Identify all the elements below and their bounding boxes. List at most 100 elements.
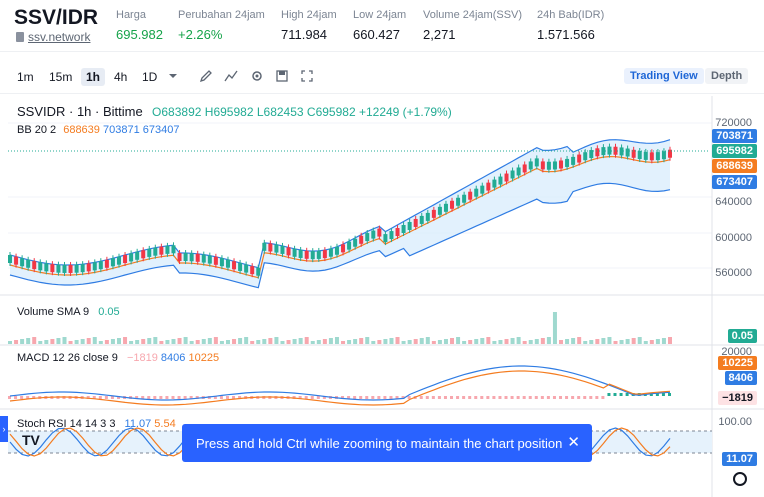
- macd-line: [9, 365, 671, 401]
- candle-body: [510, 170, 515, 179]
- macd-hist-bar: [189, 396, 193, 399]
- macd-hist-bar: [395, 396, 399, 399]
- candle-body: [571, 156, 576, 165]
- candle-body: [141, 250, 146, 259]
- candle-body: [153, 247, 158, 256]
- volume-bar: [74, 340, 79, 344]
- macd-hist-bar: [661, 393, 665, 396]
- fullscreen-icon[interactable]: [300, 69, 314, 83]
- volume-bar: [213, 337, 218, 344]
- macd-hist-bar: [195, 396, 199, 399]
- candle-body: [425, 212, 430, 221]
- timeframe-1h[interactable]: 1h: [81, 68, 106, 86]
- volume-bar: [522, 341, 527, 344]
- volume-bar: [286, 340, 291, 344]
- pair-title: SSV/IDR: [14, 6, 99, 29]
- candle-body: [274, 244, 279, 253]
- volume-bar: [14, 340, 19, 344]
- macd-signal-badge: 10225: [718, 356, 757, 370]
- volume-bar: [371, 341, 376, 344]
- volume-bar: [62, 337, 67, 344]
- volume-bar: [238, 338, 243, 344]
- candle-body: [286, 247, 291, 256]
- candle-body: [480, 185, 485, 194]
- candle-body: [110, 258, 115, 267]
- volume-bar: [195, 340, 200, 344]
- macd-hist-bar: [450, 396, 454, 399]
- timeframe-1d[interactable]: 1D: [142, 70, 158, 84]
- macd-hist-bar: [135, 396, 139, 399]
- candle-body: [20, 258, 25, 267]
- volume-bar: [565, 339, 570, 344]
- volume-bar: [347, 340, 352, 344]
- macd-hist-bar: [371, 396, 375, 399]
- macd-hist-bar: [165, 396, 169, 399]
- macd-hist-bar: [359, 396, 363, 399]
- macd-hist-bar: [625, 393, 629, 396]
- volume-bar: [201, 339, 206, 344]
- volume-bar: [559, 340, 564, 344]
- macd-hist-bar: [522, 396, 526, 399]
- candle-body: [504, 173, 509, 182]
- timeframe-15m[interactable]: 15m: [49, 70, 73, 84]
- depth-button[interactable]: Depth: [705, 68, 749, 84]
- volume-bar: [407, 340, 412, 344]
- candle-body: [395, 228, 400, 237]
- macd-hist-bar: [462, 396, 466, 399]
- gear-icon[interactable]: [250, 69, 264, 83]
- candle-body: [540, 161, 545, 170]
- volume-bar: [50, 339, 55, 344]
- macd-hist-bar: [116, 396, 120, 399]
- macd-hist-bar: [510, 396, 514, 399]
- stat-value: 1.571.566: [537, 27, 595, 42]
- macd-hist-bar: [171, 396, 175, 399]
- macd-hist-bar: [534, 396, 538, 399]
- draw-pencil-icon[interactable]: [199, 69, 213, 83]
- collapse-handle[interactable]: ›: [0, 416, 8, 442]
- stoch-k-value: 11.07: [124, 418, 152, 430]
- site-link[interactable]: ssv.network: [16, 30, 90, 44]
- candle-body: [238, 262, 243, 271]
- save-icon[interactable]: [275, 69, 289, 83]
- bb-upper-badge: 703871: [712, 129, 757, 143]
- volume-bar: [32, 337, 37, 344]
- candle-body: [468, 191, 473, 200]
- macd-hist-bar: [456, 396, 460, 399]
- candle-body: [607, 146, 612, 155]
- close-icon[interactable]: ✕: [567, 434, 580, 451]
- trading-view-button[interactable]: Trading View: [624, 68, 704, 84]
- volume-bar: [80, 339, 85, 344]
- volume-bar: [607, 337, 612, 344]
- volume-bar: [577, 337, 582, 344]
- settings-icon[interactable]: [733, 472, 747, 486]
- candle-body: [643, 151, 648, 160]
- timeframe-4h[interactable]: 4h: [114, 70, 128, 84]
- candle-body: [316, 250, 321, 259]
- bb-upper-value: 703871: [102, 124, 140, 136]
- candle-body: [177, 253, 182, 262]
- high-value: H695982: [204, 105, 254, 119]
- macd-hist-bar: [219, 396, 223, 399]
- volume-bar: [655, 339, 660, 344]
- stoch-badge: 11.07: [722, 452, 757, 466]
- macd-hist-bar: [401, 396, 405, 399]
- timeframe-1m[interactable]: 1m: [17, 70, 34, 84]
- volume-bar: [116, 338, 121, 344]
- candle-body: [353, 238, 358, 247]
- volume-bar: [225, 340, 230, 344]
- volume-bar: [262, 339, 267, 344]
- macd-hist-bar: [655, 393, 659, 396]
- macd-hist-bar: [341, 396, 345, 399]
- candle-body: [68, 264, 73, 273]
- volume-bar: [310, 341, 315, 344]
- macd-hist-bar: [407, 396, 411, 399]
- candle-body: [419, 215, 424, 224]
- site-link-text[interactable]: ssv.network: [28, 30, 91, 44]
- stat-label: Low 24jam: [353, 9, 407, 21]
- candle-body: [165, 245, 170, 254]
- volume-bar: [322, 339, 327, 344]
- indicator-chart-icon[interactable]: [224, 69, 238, 83]
- chevron-down-icon[interactable]: [166, 69, 180, 83]
- macd-hist-bar: [347, 396, 351, 399]
- candle-body: [44, 263, 49, 272]
